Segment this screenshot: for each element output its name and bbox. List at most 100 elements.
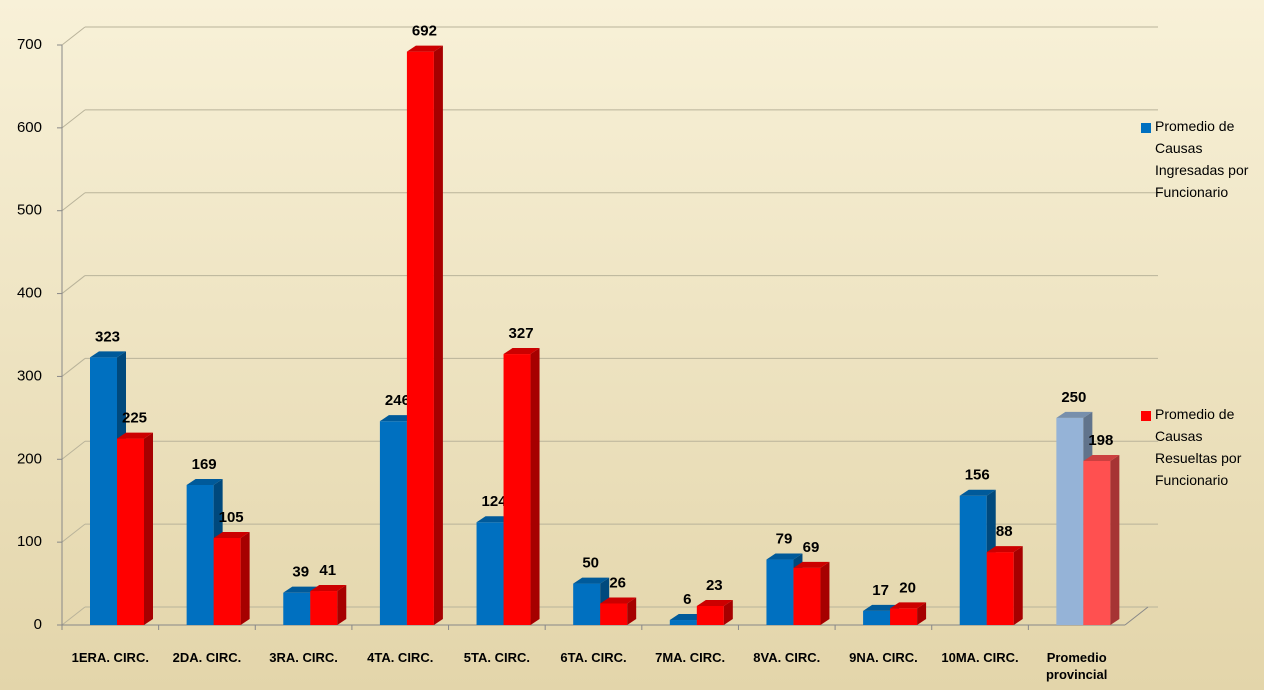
y-tick-label: 100 [17,533,42,550]
bar-front [573,583,601,625]
bar-top [959,489,996,496]
data-label: 17 [872,582,889,599]
bar-front [793,567,821,625]
data-label: 26 [609,574,626,591]
x-tick-label: 6TA. CIRC. [560,650,627,665]
grid-line-depth [61,358,86,377]
bar-top [573,577,610,584]
bar-side [433,45,443,626]
grid-line-depth [61,275,86,294]
data-label: 69 [803,539,820,556]
y-tick-label: 600 [17,119,42,136]
bar-front [669,620,697,625]
data-label: 169 [192,456,217,473]
bar-front [117,438,144,625]
y-tick-label: 300 [17,367,42,384]
bar-front [186,484,214,625]
bar-top [90,351,126,358]
floor-edge [1124,606,1149,626]
bar-front [766,559,794,625]
grid-line-depth [61,26,86,46]
legend-swatch [1141,123,1151,133]
bar-front [379,421,407,625]
x-tick-label: 1ERA. CIRC. [71,650,149,665]
bar [503,348,540,625]
bar-top [1056,411,1093,418]
x-tick-label: Promedio provincial [1045,650,1108,682]
data-label: 88 [996,523,1013,540]
legend-label: Promedio de Causas Ingresadas por Funcio… [1155,118,1249,200]
x-tick-label: 7MA. CIRC. [655,650,726,665]
y-tick-label: 400 [17,285,42,302]
bar-top [503,348,540,355]
bar-top [890,602,927,609]
bar-front [503,354,531,625]
bar-top [696,599,733,606]
bar-side [144,432,153,625]
y-tick-label: 0 [34,616,42,633]
bar [890,602,927,625]
x-tick-label: 5TA. CIRC. [463,650,530,665]
bar-side [240,532,250,625]
legend-swatch [1141,411,1151,421]
data-label: 20 [899,579,916,596]
bar-top [117,432,153,439]
data-label: 250 [1061,389,1086,406]
x-tick-label: 8VA. CIRC. [753,650,821,665]
data-label: 6 [683,591,691,608]
data-label: 23 [706,577,723,594]
data-label: 246 [385,392,410,409]
bar-front [863,610,891,625]
bar-top [793,561,830,568]
y-tick-label: 200 [17,450,42,467]
bar-front [890,608,918,625]
bar-side [337,585,347,625]
bar-side [917,602,927,625]
bar-front [90,357,117,625]
x-tick-label: 10MA. CIRC. [941,650,1019,665]
data-label: 198 [1088,432,1113,449]
bar-side [530,348,540,625]
x-tick-label: 2DA. CIRC. [172,650,242,665]
legend-label: Promedio de Causas Resueltas por Funcion… [1155,406,1242,488]
data-label: 225 [122,410,147,427]
bar-side [1110,454,1120,625]
bar-side [820,561,830,625]
bar-front [986,552,1014,625]
bar-side [1013,546,1023,625]
grid-line-depth [61,192,86,212]
bar-front [283,592,311,625]
bar-front [213,538,241,625]
bar [1083,454,1120,625]
bar-top [766,553,803,560]
grid-line-depth [61,523,86,543]
data-label: 50 [582,555,599,572]
bar-top [600,597,637,604]
bar-front [959,495,987,625]
bar-front [1056,417,1084,625]
bar-front [696,605,724,625]
bar-front [476,522,504,625]
bar [793,561,830,625]
bar-front [406,51,434,626]
data-label: 105 [219,509,244,526]
y-tick-label: 700 [17,36,42,53]
data-label: 327 [509,325,534,342]
data-label: 124 [482,493,508,510]
data-label: 692 [412,23,437,40]
data-label: 79 [776,531,793,548]
grid-line-depth [61,109,86,129]
bar-top [1083,454,1120,461]
bar [766,553,803,625]
bar [213,532,250,625]
data-label: 41 [319,562,336,579]
bar-top [406,45,443,52]
bar [986,546,1023,625]
bar-top [310,585,347,592]
bar-front [600,603,628,625]
x-tick-label: 9NA. CIRC. [849,650,918,665]
data-label: 323 [95,328,120,345]
bar-top [186,478,223,485]
data-label: 156 [965,467,990,484]
